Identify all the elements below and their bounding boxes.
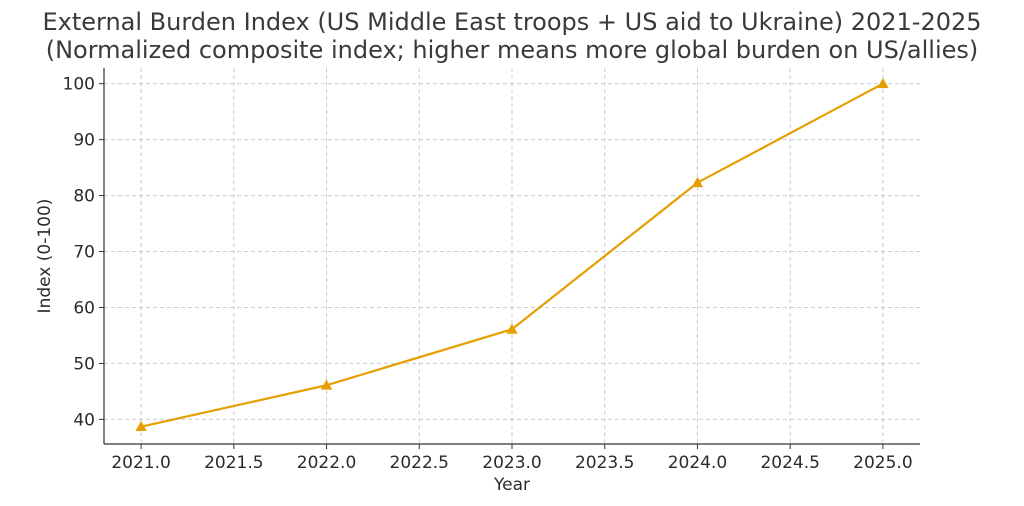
y-axis-label: Index (0-100) — [35, 199, 55, 314]
series-line — [140, 82, 884, 428]
y-tick-label: 80 — [73, 187, 95, 207]
x-tick-label: 2021.5 — [204, 453, 263, 473]
series-group — [135, 77, 889, 432]
x-tick-label: 2025.0 — [853, 453, 912, 473]
x-tick-label: 2021.0 — [111, 453, 170, 473]
y-tick-label: 70 — [73, 243, 95, 263]
data-point-marker — [877, 77, 889, 89]
data-point-marker — [135, 420, 147, 432]
x-axis-ticks: 2021.0 2021.5 2022.0 2022.5 2023.0 2023.5 2024… — [111, 444, 913, 473]
grid-lines — [104, 68, 920, 444]
chart-title: External Burden Index (US Middle East tr… — [42, 8, 982, 36]
y-tick-label: 90 — [73, 131, 95, 151]
chart-subtitle: (Normalized composite index; higher mean… — [45, 36, 979, 64]
x-tick-label: 2023.5 — [575, 453, 634, 473]
y-tick-label: 60 — [73, 298, 95, 318]
x-tick-label: 2024.5 — [760, 453, 819, 473]
x-tick-label: 2022.5 — [390, 453, 449, 473]
x-tick-label: 2022.0 — [297, 453, 356, 473]
data-point-marker — [691, 176, 704, 188]
x-tick-label: 2024.0 — [668, 453, 727, 473]
y-tick-label: 100 — [63, 75, 95, 95]
y-tick-label: 40 — [73, 410, 95, 430]
x-axis-label: Year — [493, 475, 530, 495]
x-tick-label: 2023.0 — [482, 453, 541, 473]
y-axis-ticks: 40 50 60 70 80 90 100 — [63, 75, 104, 430]
data-point-marker — [320, 379, 333, 390]
data-point-marker — [506, 323, 518, 334]
y-tick-label: 50 — [73, 354, 95, 374]
